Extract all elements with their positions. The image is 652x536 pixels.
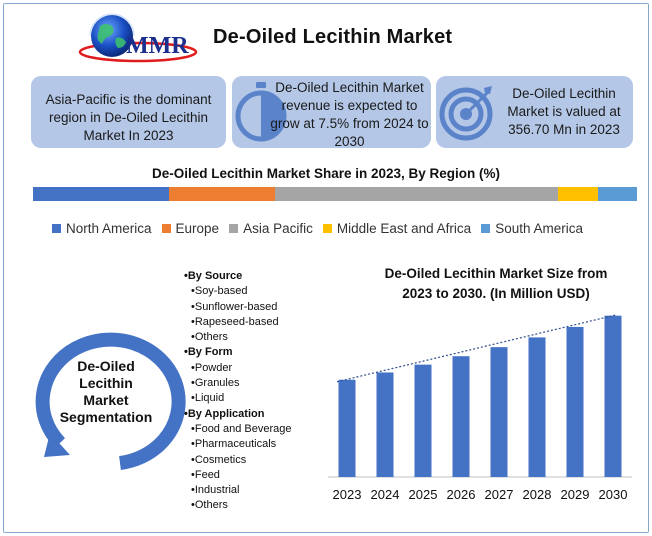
segment-category: •By Source <box>184 270 243 282</box>
info-card-growth: De-Oiled Lecithin Market revenue is expe… <box>232 76 431 149</box>
legend-swatch <box>322 224 332 233</box>
legend-label: Europe <box>175 221 220 236</box>
bar-2025 <box>414 364 432 477</box>
legend-item: South America <box>481 221 583 236</box>
legend-item: Asia Pacific <box>229 221 313 236</box>
segment-category: •By Application <box>184 407 265 420</box>
segmentation-label-line: De-Oiled <box>77 358 135 374</box>
legend-swatch <box>481 224 491 233</box>
x-tick-label: 2027 <box>485 487 514 502</box>
segment-item: •Food and Beverage <box>191 422 292 435</box>
logo-text: MMR <box>126 33 189 59</box>
legend-item: Europe <box>161 221 220 236</box>
arrow-head-icon <box>44 433 70 457</box>
segment-item: •Liquid <box>191 392 225 405</box>
x-tick-label: 2028 <box>523 487 552 502</box>
x-tick-label: 2026 <box>447 487 476 502</box>
card-text: Asia-Pacific is the dominant region in D… <box>45 92 212 143</box>
share-segment <box>33 187 169 201</box>
share-chart-title: De-Oiled Lecithin Market Share in 2023, … <box>151 166 501 181</box>
segmentation-label: De-Oiled Lecithin Market Segmentation <box>58 358 154 426</box>
card-text: De-Oiled Lecithin Market revenue is expe… <box>270 80 429 149</box>
segmentation-ring <box>35 332 186 470</box>
market-size-bar-chart: 2023 2024 2025 2026 2027 2028 2029 2030 <box>328 314 632 502</box>
segment-item: •Rapeseed-based <box>191 315 279 328</box>
legend-item: North America <box>52 221 152 236</box>
segment-item: •Others <box>191 499 228 512</box>
bar-2029 <box>566 326 584 477</box>
segmentation-label-line: Segmentation <box>59 409 153 425</box>
segment-item: •Cosmetics <box>191 453 247 466</box>
segment-item: •Soy-based <box>191 285 248 298</box>
segment-item: •Feed <box>191 468 220 481</box>
segment-item: •Industrial <box>191 484 240 497</box>
share-segment <box>597 187 638 201</box>
x-tick-label: 2025 <box>409 487 438 502</box>
region-legend: North America Europe Asia Pacific Middle Ea… <box>52 221 593 236</box>
x-tick-label: 2029 <box>561 487 590 502</box>
bar-2026 <box>452 356 470 477</box>
x-tick-label: 2024 <box>371 487 400 502</box>
segment-category: •By Form <box>184 346 233 359</box>
segment-item: •Others <box>191 331 228 344</box>
globe-logo-icon: MMR <box>78 13 198 63</box>
chart-title: De-Oiled Lecithin Market Size from 2023 … <box>364 264 628 304</box>
segmentation-label-line: Market <box>83 392 129 408</box>
bar-2023 <box>338 379 356 477</box>
segment-item: •Granules <box>191 377 240 390</box>
region-share-bar <box>33 187 638 201</box>
legend-label: Asia Pacific <box>243 221 313 236</box>
x-tick-label: 2030 <box>599 487 628 502</box>
info-card-dominant-region: Asia-Pacific is the dominant region in D… <box>31 76 226 148</box>
share-segment <box>168 187 275 201</box>
chart-title-line: De-Oiled Lecithin Market Size from <box>384 266 608 281</box>
bar-2024 <box>376 372 394 477</box>
page-title: De-Oiled Lecithin Market <box>213 26 453 48</box>
legend-item: Middle East and Africa <box>322 221 472 236</box>
bar-2027 <box>490 347 508 477</box>
share-segment <box>274 187 559 201</box>
segment-item: •Powder <box>191 361 233 374</box>
chart-title-line: 2023 to 2030. (In Million USD) <box>402 286 590 301</box>
bar-2030 <box>604 315 622 477</box>
stopwatch-icon <box>235 82 287 142</box>
segmentation-label-line: Lecithin <box>79 375 133 391</box>
share-segment <box>558 187 598 201</box>
card-text: De-Oiled Lecithin Market is valued at 35… <box>507 86 621 137</box>
segmentation-list: •By Source •Soy-based •Sunflower-based •Rap… <box>184 269 291 514</box>
target-icon <box>439 86 493 141</box>
legend-swatch <box>52 224 61 233</box>
x-tick-label: 2023 <box>333 487 362 502</box>
legend-swatch <box>229 224 239 233</box>
mmr-logo: MMR <box>76 12 206 68</box>
segment-item: •Sunflower-based <box>191 300 278 313</box>
segment-item: •Pharmaceuticals <box>191 438 277 451</box>
info-card-valuation: De-Oiled Lecithin Market is valued at 35… <box>436 76 633 148</box>
legend-label: North America <box>66 221 152 236</box>
bar-2028 <box>528 337 546 477</box>
legend-label: Middle East and Africa <box>336 221 472 236</box>
legend-label: South America <box>495 221 583 236</box>
legend-swatch <box>161 224 171 233</box>
